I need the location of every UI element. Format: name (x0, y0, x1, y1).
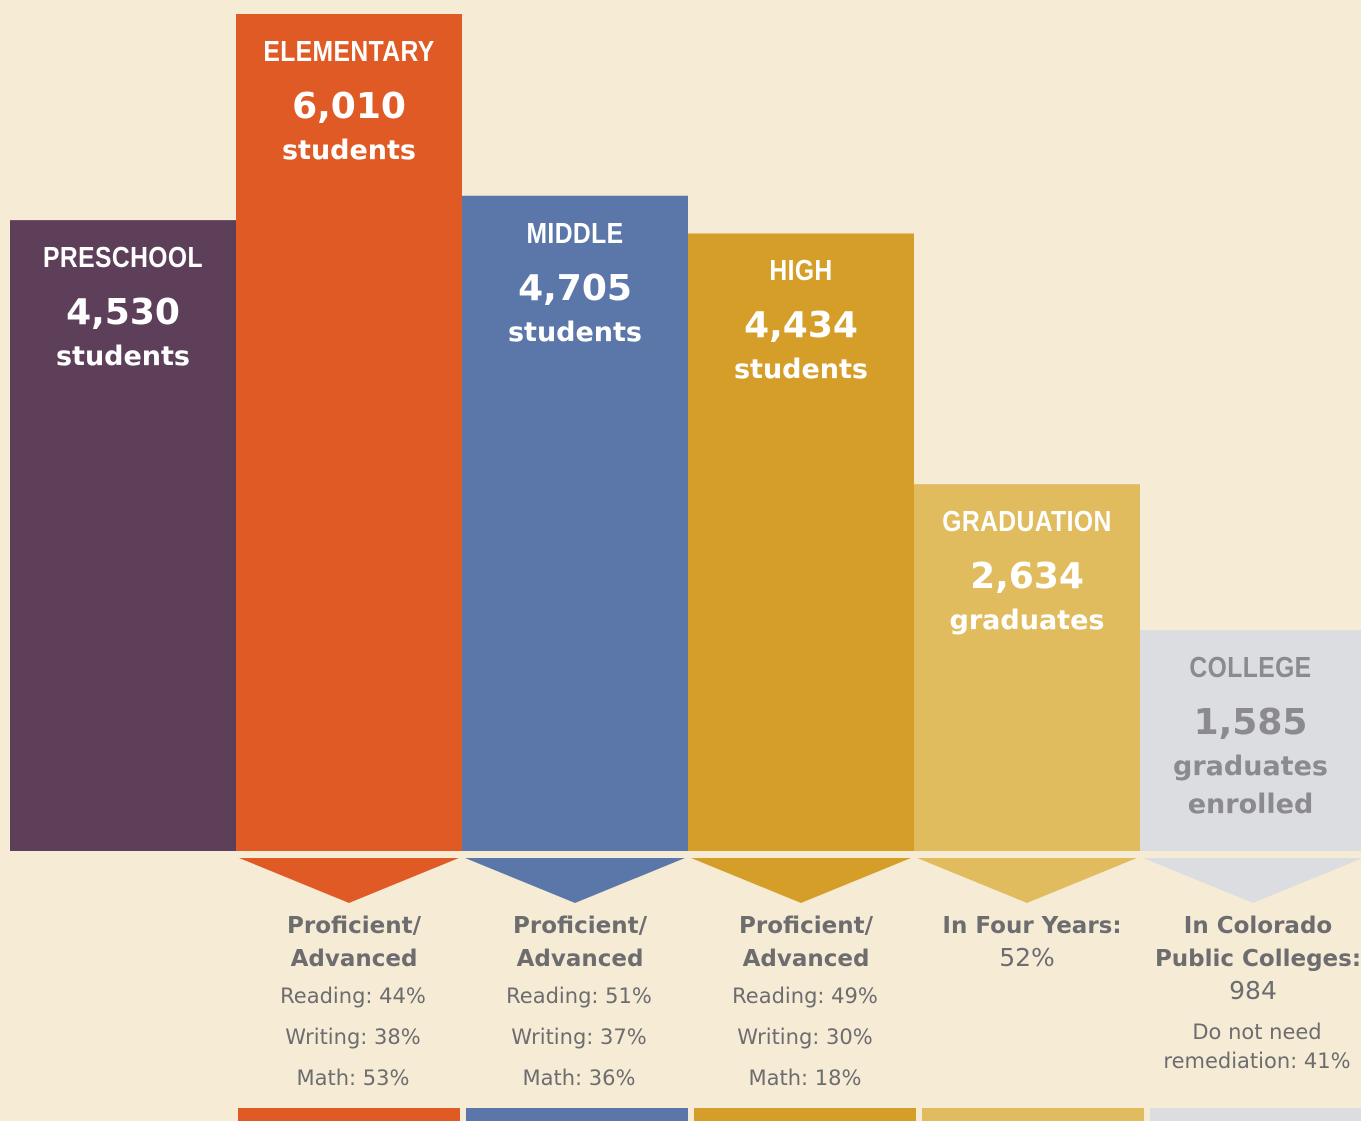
bar (236, 14, 462, 851)
detail-line: Writing: 38% (285, 1025, 421, 1049)
value-label: 4,434 (744, 305, 858, 347)
bottom-strip (1150, 1108, 1361, 1121)
category-label: COLLEGE (1189, 652, 1312, 685)
chevron (691, 858, 911, 903)
bottom-strip (238, 1108, 460, 1121)
detail-line: Do not need remediation: 41% (1163, 1020, 1351, 1073)
bar (1140, 630, 1361, 851)
detail-line: Reading: 51% (506, 984, 652, 1008)
category-label: PRESCHOOL (43, 242, 203, 275)
detail-heading: Proficient/ Advanced (513, 913, 647, 972)
category-label: MIDDLE (526, 217, 624, 250)
detail-heading: In Colorado Public Colleges: (1154, 913, 1361, 972)
detail-line: Reading: 44% (280, 984, 426, 1008)
value-label: 4,705 (518, 267, 632, 309)
detail-heading: Proficient/ Advanced (739, 913, 873, 972)
detail-line: Math: 18% (748, 1066, 862, 1090)
unit-label: students (281, 135, 417, 166)
bottom-strip (466, 1108, 688, 1121)
category-label: GRADUATION (942, 506, 1112, 539)
unit-label: graduates (949, 605, 1105, 637)
unit-label: students (507, 316, 643, 348)
detail-value: 52% (999, 943, 1055, 972)
bar (462, 195, 688, 851)
detail-heading: Proficient/ Advanced (287, 913, 421, 972)
detail-line: Reading: 49% (732, 984, 878, 1008)
category-label: ELEMENTARY (263, 36, 435, 68)
bar (688, 233, 914, 851)
detail-line: Math: 36% (522, 1066, 636, 1090)
detail-value: 984 (1229, 976, 1277, 1005)
value-label: 4,530 (66, 292, 180, 334)
chevron (465, 858, 685, 903)
detail-line: Math: 53% (296, 1066, 410, 1090)
chevron (917, 858, 1137, 903)
detail-heading: In Four Years: (942, 913, 1122, 939)
chevron (1143, 858, 1361, 903)
chevron (239, 858, 459, 903)
bottom-strip (694, 1108, 916, 1121)
detail-line: Writing: 30% (737, 1025, 873, 1049)
unit-label: graduates enrolled (1173, 751, 1328, 821)
unit-label: students (733, 354, 869, 386)
value-label: 6,010 (292, 86, 406, 127)
value-label: 1,585 (1193, 702, 1308, 744)
detail-line: Writing: 37% (511, 1025, 647, 1049)
bar (914, 484, 1140, 851)
bar (10, 220, 236, 852)
bottom-strip (922, 1108, 1144, 1121)
unit-label: students (55, 341, 191, 373)
value-label: 2,634 (970, 556, 1084, 598)
category-label: HIGH (769, 255, 833, 288)
